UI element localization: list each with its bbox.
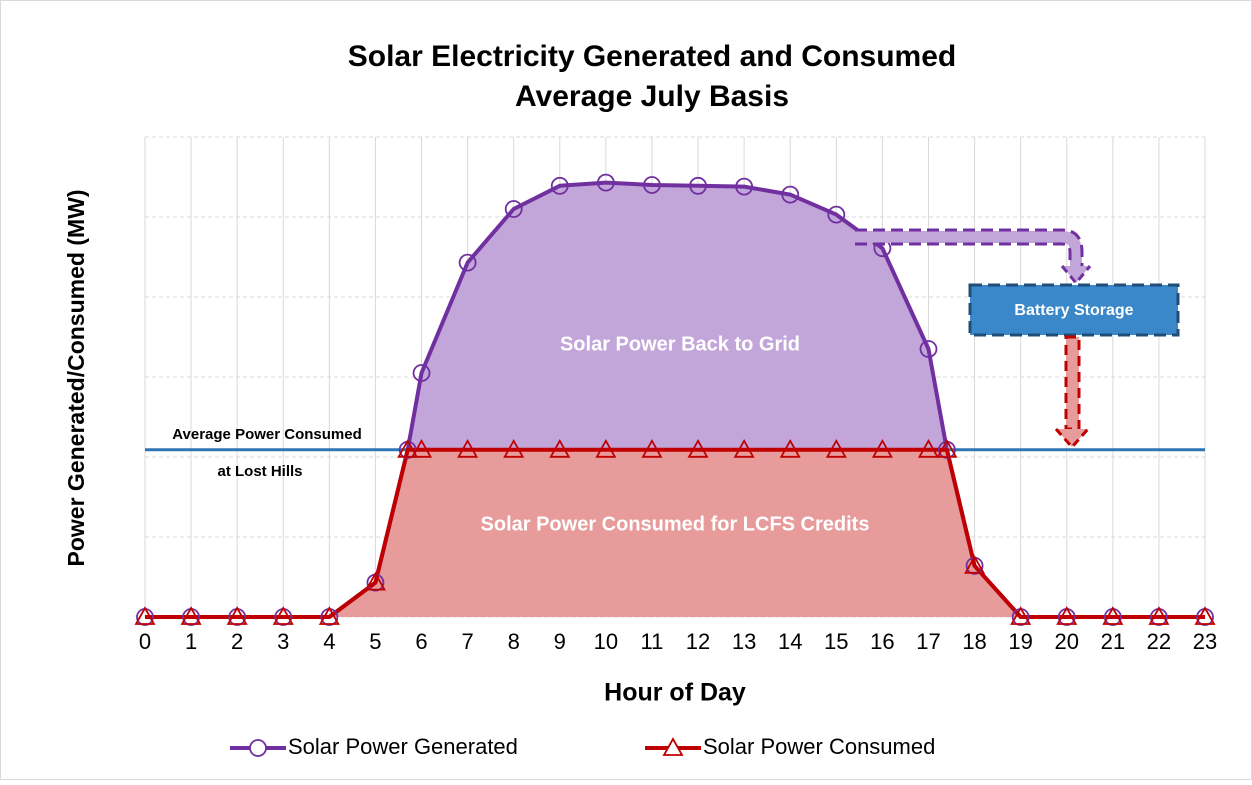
marker xyxy=(779,438,801,458)
annotation: Battery Storage xyxy=(1014,302,1133,319)
marker xyxy=(827,205,846,224)
marker xyxy=(964,554,986,574)
marker xyxy=(735,177,754,196)
chart-subtitle: Average July Basis xyxy=(515,80,789,113)
marker xyxy=(781,185,800,204)
x-tick-label: 1 xyxy=(185,629,197,654)
marker xyxy=(458,253,477,272)
x-tick-label: 14 xyxy=(778,629,802,654)
marker xyxy=(596,173,615,192)
x-tick-label: 9 xyxy=(554,629,566,654)
marker xyxy=(733,438,755,458)
marker xyxy=(397,438,419,458)
x-tick-label: 12 xyxy=(686,629,710,654)
x-tick-label: 3 xyxy=(277,629,289,654)
x-tick-label: 15 xyxy=(824,629,848,654)
x-tick-label: 4 xyxy=(323,629,335,654)
arrow-outline xyxy=(855,228,1084,266)
x-tick-label: 19 xyxy=(1008,629,1032,654)
marker xyxy=(549,438,571,458)
arrow-fill xyxy=(855,231,1082,266)
marker xyxy=(689,176,707,195)
x-tick-label: 21 xyxy=(1101,629,1125,654)
marker xyxy=(272,606,294,625)
marker xyxy=(641,438,663,458)
x-tick-label: 2 xyxy=(231,629,243,654)
marker xyxy=(919,340,938,358)
marks: Average Power Consumed at Lost Hills xyxy=(134,173,1216,626)
legend: Solar Power Generated Solar Power Consume… xyxy=(230,734,935,759)
arrow-head xyxy=(1060,265,1092,286)
area xyxy=(145,449,1205,617)
chart-title: Solar Electricity Generated and Consumed xyxy=(348,40,957,73)
x-tick-label: 20 xyxy=(1054,629,1078,654)
marker xyxy=(1194,606,1216,625)
x-tick-label: 13 xyxy=(732,629,756,654)
x-axis-label: Hour of Day xyxy=(604,679,746,707)
marker xyxy=(550,176,569,195)
marker xyxy=(457,438,479,458)
x-tick-label: 8 xyxy=(508,629,520,654)
marker xyxy=(643,176,661,194)
annotation: Average Power Consumed xyxy=(172,426,362,443)
arrow-head xyxy=(1054,428,1090,450)
annotation: Solar Power Back to Grid xyxy=(560,333,800,355)
x-tick-label: 10 xyxy=(594,629,618,654)
x-tick-label: 22 xyxy=(1147,629,1171,654)
marker xyxy=(412,364,431,382)
marker xyxy=(410,438,433,458)
x-tick-label: 23 xyxy=(1193,629,1217,654)
marker xyxy=(595,438,617,458)
battery-box xyxy=(968,283,1180,337)
x-tick-label: 11 xyxy=(641,629,664,654)
marker xyxy=(364,571,386,591)
annotation: at Lost Hills xyxy=(217,463,302,480)
marker xyxy=(687,438,709,458)
arrow-shaft xyxy=(1064,335,1081,431)
marker xyxy=(871,438,893,458)
annotation: Solar Power Consumed for LCFS Credits xyxy=(481,513,870,535)
x-tick-label: 0 xyxy=(139,629,151,654)
marker xyxy=(504,200,523,218)
series-line xyxy=(145,447,1205,619)
marker xyxy=(1148,606,1170,625)
y-axis-label: Power Generated/Consumed (MW) xyxy=(63,190,89,567)
marker xyxy=(134,606,156,625)
marker xyxy=(318,606,340,625)
areas xyxy=(145,182,1205,617)
marker xyxy=(1102,606,1124,625)
marker xyxy=(1056,606,1078,625)
marker xyxy=(1010,606,1032,625)
x-tick-label: 5 xyxy=(369,629,381,654)
legend-marker xyxy=(662,737,684,756)
legend-marker xyxy=(249,739,267,757)
x-tick-label: 6 xyxy=(415,629,427,654)
marker xyxy=(917,438,940,458)
marker xyxy=(226,606,248,625)
x-tick-label: 7 xyxy=(461,629,473,654)
x-tick-label: 16 xyxy=(870,629,894,654)
marker xyxy=(503,438,525,458)
legend-label: Solar Power Generated xyxy=(288,734,518,759)
x-tick-label: 18 xyxy=(962,629,986,654)
x-tick-label: 17 xyxy=(916,629,940,654)
marker xyxy=(936,438,958,458)
marker xyxy=(180,606,202,625)
legend-label: Solar Power Consumed xyxy=(703,734,935,759)
marker xyxy=(825,438,847,458)
